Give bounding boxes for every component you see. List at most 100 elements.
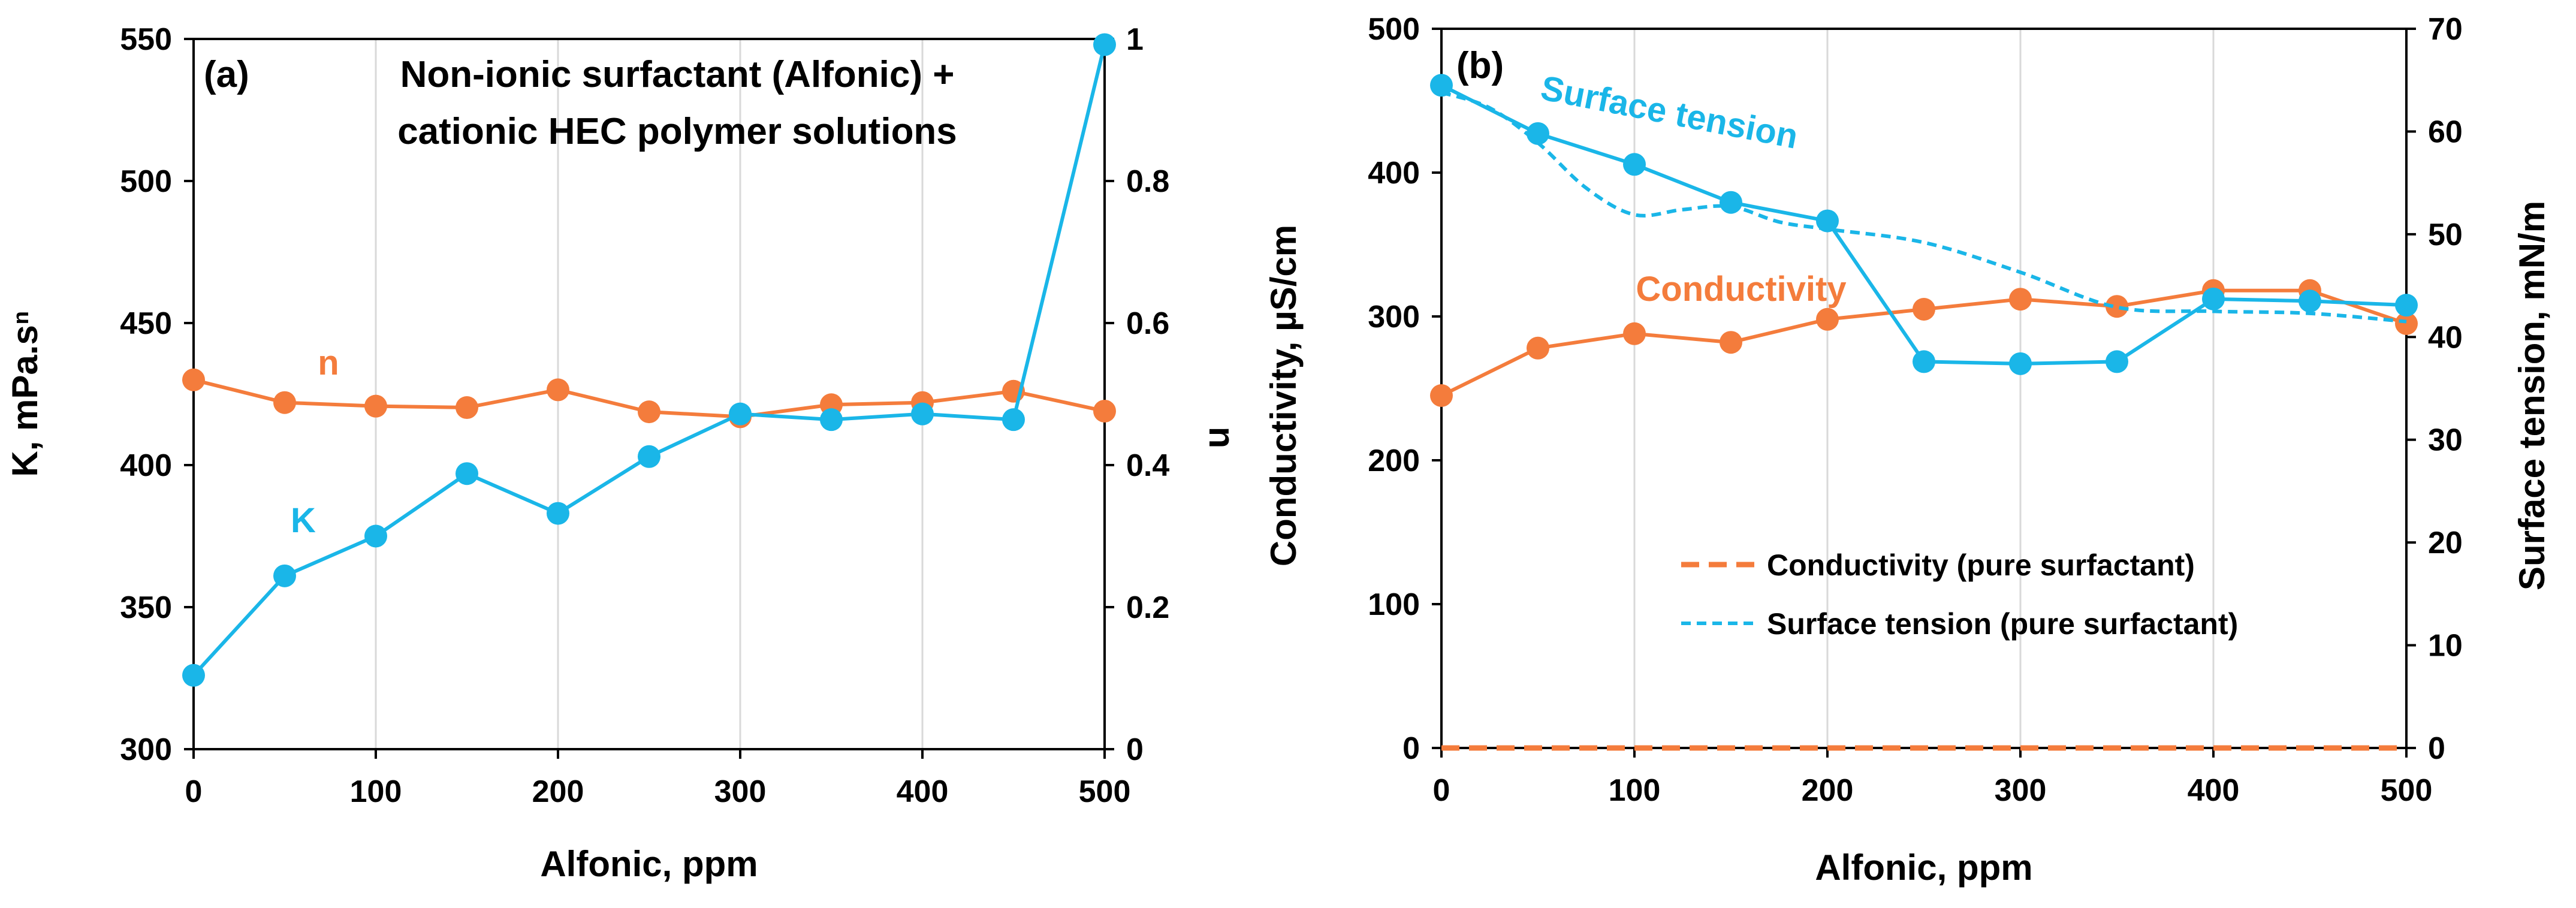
panel-b-surface-tension-point-250: [1913, 350, 1935, 373]
panel-b-y2-tick-label-30: 30: [2428, 423, 2463, 458]
panel-b-x-tick-label-500: 500: [2381, 773, 2433, 808]
panel-a-y-tick-label-300: 300: [120, 732, 172, 767]
panel-b-x-tick-label-100: 100: [1609, 773, 1661, 808]
panel-b-legend: Conductivity (pure surfactant) Surface t…: [1681, 548, 2238, 641]
panel-a-y2-tick-label-0.8: 0.8: [1126, 164, 1169, 199]
panel-a-plot-frame: [192, 38, 1106, 750]
panel-a-k-series-label: K: [291, 501, 316, 540]
panel-a-y-tick-label-500: 500: [120, 164, 172, 199]
panel-a-k-point-150: [456, 462, 478, 485]
panel-b-x-tick-label-0: 0: [1433, 773, 1450, 808]
panel-a-k-point-400: [911, 402, 934, 426]
panel-b-surface-tension-point-0: [1430, 74, 1453, 97]
panel-b-conductivity-point-100: [1623, 322, 1646, 345]
panel-a-k-point-50: [273, 564, 296, 587]
panel-b-y2-tick-label-50: 50: [2428, 218, 2463, 252]
panel-a-x-tick-label-0: 0: [185, 774, 203, 809]
panel-a-k-point-0: [182, 663, 205, 687]
panel-a-y-ticks: 300 350 400 450 500 550: [120, 22, 194, 767]
panel-b-surface-tension-pure-surfactant-line: [1441, 91, 2407, 324]
panel-b-y-tick-label-100: 100: [1368, 587, 1420, 622]
panel-b-surface-tension-point-300: [2009, 352, 2032, 375]
panel-b-series: [1430, 74, 2418, 751]
panel-a-y-tick-label-450: 450: [120, 306, 172, 341]
panel-b-gridlines: [1633, 29, 2215, 748]
panel-a-y2-ticks: 0 0.2 0.4 0.6 0.8 1: [1105, 22, 1169, 767]
panel-b-conductivity-point-350: [2106, 295, 2128, 318]
panel-b-conductivity-point-150: [1720, 331, 1742, 354]
panel-b-y2-tick-label-70: 70: [2428, 12, 2463, 47]
panel-b-y-ticks: 0 100 200 300 400 500: [1368, 12, 1441, 766]
panel-b-y-tick-label-500: 500: [1368, 12, 1420, 47]
panel-b-y-tick-label-400: 400: [1368, 156, 1420, 191]
panel-b-conductivity-point-200: [1816, 307, 1839, 331]
panel-b-y2-tick-label-20: 20: [2428, 526, 2463, 560]
panel-a-n-point-0: [182, 368, 205, 391]
panel-b: 0 100 200 300 400 500 0 100 200 300 400 500 0 10 20 3…: [1263, 12, 2552, 888]
legend-label-surface-tension-pure: Surface tension (pure surfactant): [1767, 607, 2238, 641]
panel-a-x-tick-label-500: 500: [1079, 774, 1131, 809]
panel-a-n-point-50: [273, 391, 296, 414]
panel-b-y-tick-label-0: 0: [1402, 731, 1420, 766]
panel-b-conductivity-point-250: [1913, 298, 1935, 321]
panel-a-k-point-300: [729, 402, 752, 426]
panel-a-k-point-500: [1093, 33, 1116, 56]
panel-a-x-tick-label-100: 100: [350, 774, 402, 809]
panel-a-x-tick-label-200: 200: [532, 774, 584, 809]
panel-b-x-axis-label: Alfonic, ppm: [1815, 847, 2032, 888]
panel-a-y2-tick-label-0.4: 0.4: [1126, 448, 1169, 483]
panel-b-conductivity-label: Conductivity: [1636, 270, 1846, 309]
panel-a-title-line-1: Non-ionic surfactant (Alfonic) +: [400, 54, 955, 95]
panel-b-surface-tension-point-100: [1623, 153, 1646, 176]
panel-a-series: [182, 33, 1116, 687]
panel-a-k-point-200: [547, 502, 569, 525]
panel-a-n-point-100: [364, 394, 387, 418]
panel-b-surface-tension-point-150: [1720, 191, 1742, 214]
panel-b-surface-tension-point-500: [2395, 294, 2418, 317]
panel-b-y2-tick-label-10: 10: [2428, 629, 2463, 663]
panel-b-conductivity-point-500: [2395, 312, 2418, 335]
panel-b-y2-axis-label: Surface tension, mN/m: [2512, 201, 2552, 590]
panel-a-n-series-label: n: [318, 343, 339, 382]
panel-a-y2-axis-label: n: [1202, 427, 1242, 449]
panel-b-label: (b): [1456, 45, 1504, 86]
panel-a-x-tick-label-300: 300: [714, 774, 767, 809]
panel-a-y-axis-label: K, mPa.sⁿ: [5, 310, 45, 476]
legend-label-conductivity-pure: Conductivity (pure surfactant): [1767, 548, 2195, 582]
panel-a-y2-tick-label-0.6: 0.6: [1126, 306, 1169, 341]
panel-a-k-point-450: [1002, 408, 1025, 432]
panel-b-conductivity-point-50: [1527, 336, 1549, 360]
panel-a-n-point-500: [1093, 399, 1116, 423]
panel-a-k-point-250: [638, 445, 660, 468]
panel-a-y-tick-label-550: 550: [120, 22, 172, 57]
panel-b-surface-tension-point-450: [2299, 289, 2321, 313]
panel-b-x-tick-label-300: 300: [1995, 773, 2047, 808]
panel-b-x-tick-label-400: 400: [2188, 773, 2240, 808]
panel-b-surface-tension-point-350: [2106, 350, 2128, 373]
panel-b-y-axis-label: Conductivity, µS/cm: [1263, 225, 1304, 566]
panel-a-x-ticks: 0 100 200 300 400 500: [185, 749, 1131, 809]
panel-b-y2-ticks: 0 10 20 30 40 50 60 70: [2406, 12, 2463, 766]
panel-a-x-axis-label: Alfonic, ppm: [540, 844, 758, 884]
panel-b-surface-tension-line: [1440, 83, 2407, 366]
panel-b-surface-tension-label: Surface tension: [1538, 68, 1802, 156]
panel-b-y2-tick-label-0: 0: [2428, 731, 2445, 766]
panel-b-y-tick-label-300: 300: [1368, 300, 1420, 334]
panel-b-surface-tension-point-50: [1527, 122, 1549, 145]
panel-a-label: (a): [204, 54, 249, 95]
panel-a-k-point-350: [820, 408, 843, 432]
panel-a-y-tick-label-400: 400: [120, 448, 172, 483]
panel-a-y2-tick-label-1: 1: [1126, 22, 1144, 57]
panel-b-y-tick-label-200: 200: [1368, 444, 1420, 478]
panel-a: 0 100 200 300 400 500 300 350 400 450 500 550 0 0.2…: [5, 22, 1242, 884]
panel-a-n-point-150: [456, 396, 478, 420]
panel-a-n-point-250: [638, 400, 660, 424]
panel-a-title-line-2: cationic HEC polymer solutions: [397, 111, 957, 152]
panel-a-y2-tick-label-0.2: 0.2: [1126, 590, 1169, 625]
panel-b-conductivity-point-0: [1430, 384, 1453, 407]
panel-a-k-point-100: [364, 524, 387, 548]
panel-a-y-tick-label-350: 350: [120, 590, 172, 625]
panel-b-x-tick-label-200: 200: [1802, 773, 1854, 808]
